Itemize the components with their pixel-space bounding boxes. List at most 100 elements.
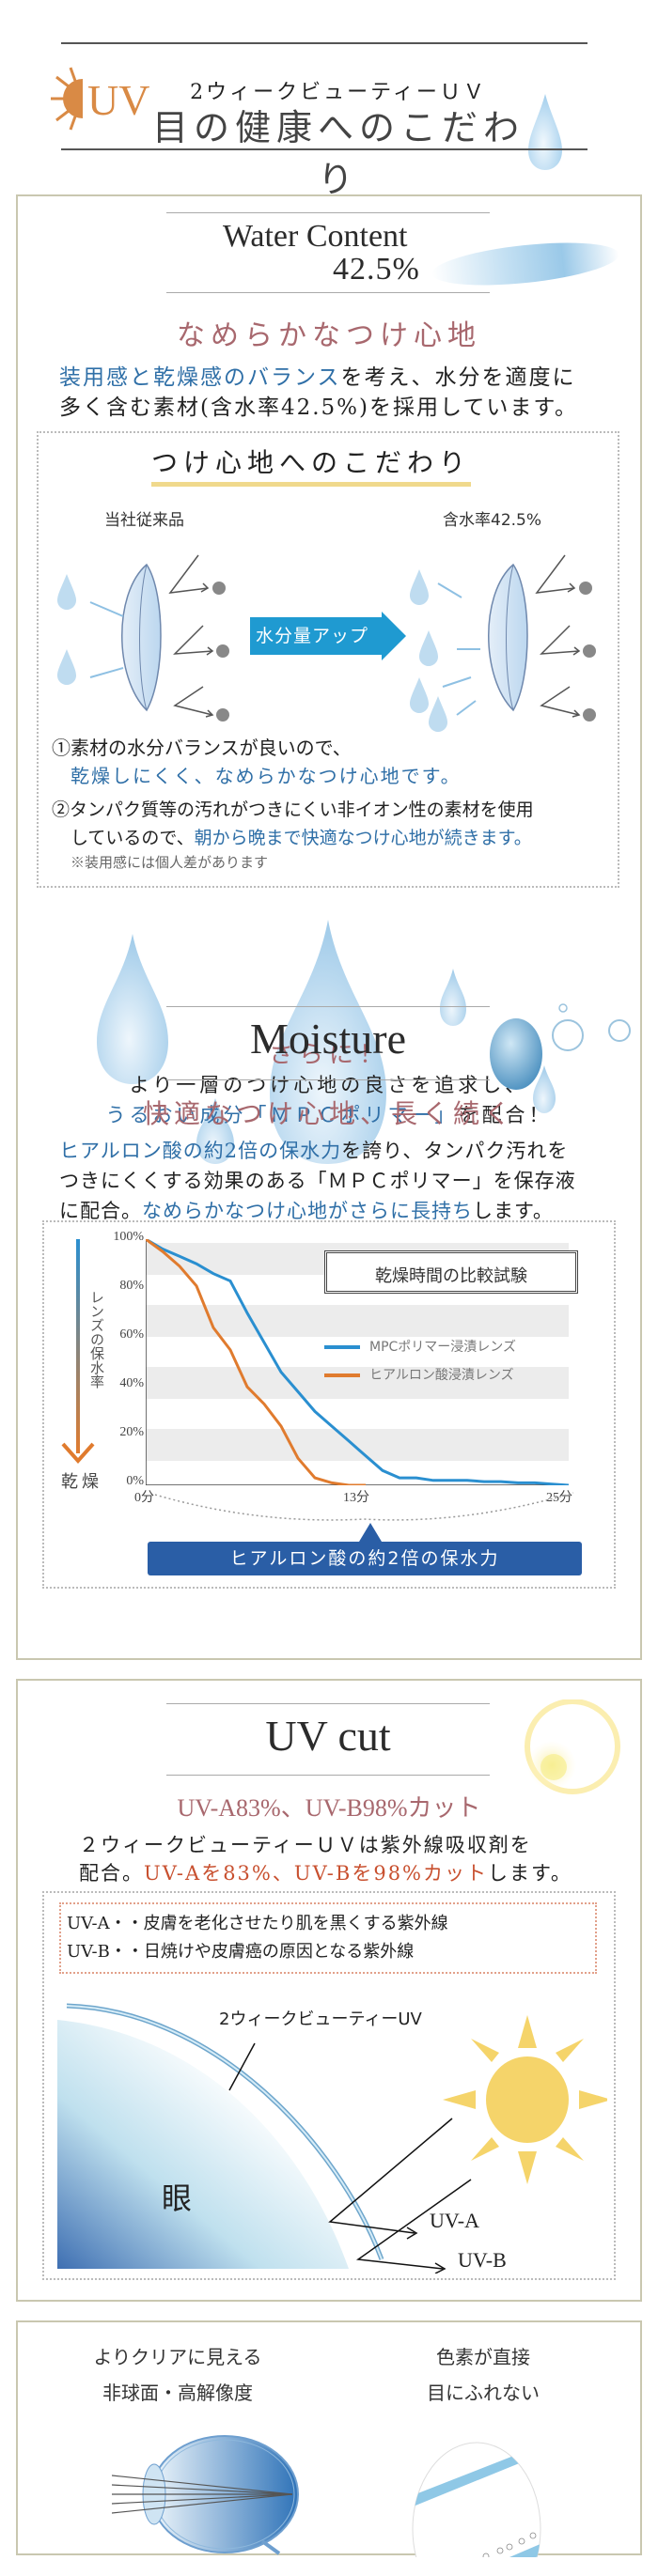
uv-lens-glow-decoration [525, 1699, 620, 1794]
uv-body: ２ウィークビューティーＵＶは紫外線吸収剤を 配合。UV-Aを83%、UV-Bを9… [70, 1831, 615, 1887]
header-bottom-divider [61, 148, 588, 150]
chart-title-box: 乾燥時間の比較試験 [324, 1250, 578, 1294]
down-arrow-icon [61, 1442, 95, 1465]
feature-aspheric-line2: 非球面・高解像度 [102, 2382, 253, 2404]
feature-aspheric-line1: よりクリアに見える [93, 2346, 262, 2368]
water-body-rest: を考え、水分を適度に [340, 365, 576, 390]
high-water-lens-diagram [410, 554, 596, 732]
section-features: よりクリアに見える 非球面・高解像度 色素が直接 目にふれない [16, 2320, 642, 2557]
comfort-points: ①素材の水分バランスが良いので、 乾燥しにくく、なめらかなつけ心地です。 ②タン… [52, 734, 616, 873]
water-splash-image [430, 235, 621, 293]
feature-pigment: 色素が直接 目にふれない [380, 2339, 587, 2411]
uva-definition: UV-A・・皮膚を老化させたり肌を黒くする紫外線 [67, 1914, 448, 1933]
callout-pointer [359, 1523, 382, 1542]
point2-line1: ②タンパク質等の汚れがつきにくい非イオン性の素材を使用 [52, 799, 534, 820]
water-body: 装用感と乾燥感のバランスを考え、水分を適度に 多く含む素材(含水率42.5%)を… [59, 363, 623, 423]
uv-body-line2: 配合。UV-Aを83%、UV-Bを98%カットします。 [70, 1859, 615, 1887]
moisture-subtitle: 快適なつけ心地、長く続く [142, 1098, 515, 1129]
page-header: UV 2ウィークビューティーＵＶ 目の健康へのこだわり [0, 0, 658, 200]
uv-heading-bottom-line [166, 1775, 490, 1776]
chart-lines [146, 1239, 569, 1485]
water-drop-icon [528, 94, 562, 170]
moisture-body1-rest: を誇り、タンパク汚れを [341, 1140, 569, 1162]
line-chart: 乾燥時間の比較試験 MPCポリマー浸漬レンズ ヒアルロン酸浸漬レンズ [146, 1239, 578, 1485]
uv-heading: UV cut [265, 1712, 391, 1760]
moisture-heading-bottom-line [166, 1079, 490, 1080]
legend-ha: ヒアルロン酸浸漬レンズ [324, 1361, 516, 1389]
comfort-note: ※装用感には個人差があります [70, 854, 269, 871]
section-uv-cut: UV cut UV-A83%、UV-B98%カット ２ウィークビューティーＵＶは… [16, 1679, 642, 2302]
point2-highlight: 朝から晩まで快適なつけ心地が続きます。 [194, 828, 532, 848]
uv-definitions: UV-A・・皮膚を老化させたり肌を黒くする紫外線 UV-B・・日焼けや皮膚癌の原… [59, 1902, 597, 1974]
callout-banner: ヒアルロン酸の約2倍の保水力 [148, 1542, 582, 1575]
right-label: 含水率42.5% [443, 511, 542, 530]
left-label: 当社従来品 [104, 511, 184, 530]
water-heading-bottom-line [166, 292, 490, 293]
uv-diagram-box: UV-A・・皮膚を老化させたり肌を黒くする紫外線 UV-B・・日焼けや皮膚癌の原… [42, 1891, 616, 2280]
diagram-uvb-label: UV-B [458, 2248, 507, 2272]
section-water-moisture: Water Content 42.5% なめらかなつけ心地 装用感と乾燥感のバラ… [16, 194, 642, 1660]
chart-title: 乾燥時間の比較試験 [375, 1266, 527, 1286]
chart-box: レンズの保水率 乾燥 乾燥時間の比較試験 MPCポリマー浸漬レンズ ヒアルロン酸… [42, 1220, 616, 1589]
point1-line2: 乾燥しにくく、なめらかなつけ心地です。 [70, 765, 462, 787]
x-axis-ticks: 0分 13分 25分 [134, 1491, 572, 1505]
moisture-body3-highlight: なめらかなつけ心地がさらに長持ち [142, 1200, 473, 1222]
bubbles-decoration [490, 1003, 631, 1090]
point1-line1: ①素材の水分バランスが良いので、 [52, 737, 352, 759]
legend-mpc: MPCポリマー浸漬レンズ [324, 1333, 516, 1361]
retention-axis-label: レンズの保水率 [88, 1290, 105, 1389]
uv-body2-plain: 配合。 [79, 1862, 144, 1885]
feature-aspheric: よりクリアに見える 非球面・高解像度 [74, 2339, 281, 2411]
further-line2-rest: を配合！ [458, 1104, 553, 1126]
moisture-body: ヒアルロン酸の約2倍の保水力を誇り、タンパク汚れを つきにくくする効果のある「Ｍ… [59, 1136, 623, 1226]
diagram-lens-label: 2ウィークビューティーUV [219, 2010, 422, 2029]
water-body-highlight: 装用感と乾燥感のバランス [59, 365, 341, 390]
dry-label: 乾燥 [61, 1472, 102, 1492]
pigment-sandwich-icon [412, 2442, 541, 2557]
water-value: 42.5% [333, 252, 420, 287]
uv-heading-top-line [166, 1703, 490, 1704]
uv-body-line1: ２ウィークビューティーＵＶは紫外線吸収剤を [79, 1834, 532, 1856]
uv-sun-logo: UV [47, 66, 150, 132]
eye-cross-section-icon [112, 2435, 299, 2555]
water-drops-decoration [97, 920, 556, 1164]
uv-logo-text: UV [87, 76, 150, 124]
water-up-arrow: 水分量アップ [250, 612, 410, 660]
further-line2: うるおい成分「ＭＰＣポリマー」を配合！ [18, 1100, 640, 1128]
water-heading-top-line [166, 212, 490, 213]
comfort-box: つけ心地へのこだわり 当社従来品 含水率42.5% 水分量アップ [37, 431, 619, 888]
moisture-body2: つきにくくする効果のある「ＭＰＣポリマー」を保存液 [59, 1170, 576, 1192]
feature-pigment-line2: 目にふれない [427, 2382, 540, 2404]
moisture-body3-plain: に配合。 [59, 1200, 142, 1222]
water-heading: Water Content [223, 219, 408, 254]
feature-pigment-line1: 色素が直接 [436, 2346, 530, 2368]
moisture-body3-rest: します。 [473, 1200, 554, 1222]
moisture-body1-highlight: ヒアルロン酸の約2倍の保水力 [59, 1140, 342, 1162]
diagram-eye-label: 眼 [162, 2180, 193, 2216]
moisture-heading: Moisture [249, 1015, 407, 1063]
retention-axis-arrow [76, 1239, 80, 1453]
further-title: さらに！ [268, 1041, 389, 1069]
further-block: さらに！ より一層のつけ心地の良さを追求し、 うるおい成分「ＭＰＣポリマー」を配… [18, 892, 640, 1173]
uv-protection-diagram [57, 2003, 607, 2273]
moisture-heading-top-line [166, 1006, 490, 1007]
water-body-line2: 多く含む素材(含水率42.5%)を採用しています。 [59, 396, 579, 420]
uvb-definition: UV-B・・日焼けや皮膚癌の原因となる紫外線 [67, 1942, 415, 1962]
bracket-curve [154, 1492, 574, 1521]
point2-line2: しているので、朝から晩まで快適なつけ心地が続きます。 [52, 824, 616, 852]
water-subtitle: なめらかなつけ心地 [177, 319, 481, 352]
product-name: 2ウィークビューティーＵＶ [190, 81, 487, 104]
chart-legend: MPCポリマー浸漬レンズ ヒアルロン酸浸漬レンズ [324, 1333, 516, 1389]
uv-subtitle: UV-A83%、UV-B98%カット [177, 1794, 481, 1822]
water-up-label: 水分量アップ [256, 626, 369, 646]
comfort-box-title: つけ心地へのこだわり [151, 442, 471, 487]
header-top-divider [61, 42, 588, 44]
sun-icon [51, 67, 83, 131]
uv-body2-highlight: UV-Aを83%、UV-Bを98%カット [144, 1862, 489, 1885]
uv-body2-rest: します。 [488, 1862, 572, 1885]
further-line2-highlight: うるおい成分「ＭＰＣポリマー」 [105, 1104, 459, 1126]
header-title: 目の健康へのこだわり [151, 107, 525, 200]
diagram-uva-label: UV-A [430, 2209, 479, 2232]
point2-plain: しているので、 [70, 828, 195, 848]
further-line1: より一層のつけ心地の良さを追求し、 [129, 1074, 529, 1096]
